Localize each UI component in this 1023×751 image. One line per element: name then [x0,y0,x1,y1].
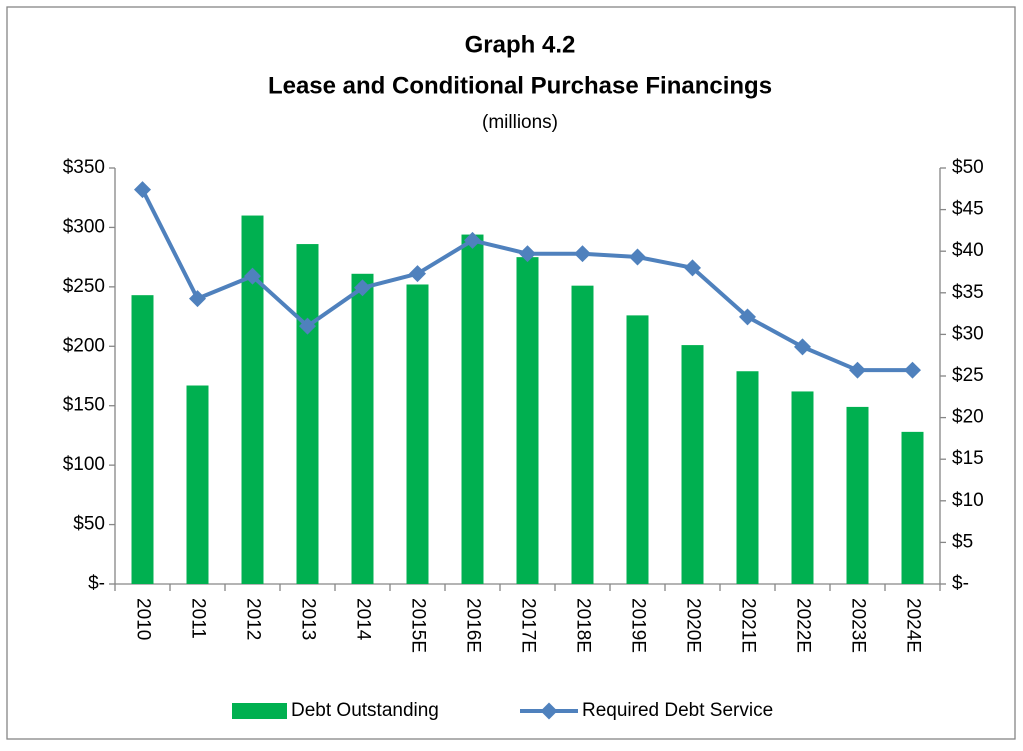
x-tick-label: 2020E [682,598,703,653]
marker [739,308,756,326]
y2-tick-label: $- [952,573,969,594]
bar [846,406,869,584]
legend-swatch [232,703,287,719]
marker [409,265,426,283]
bar [791,391,814,584]
y-tick-label: $200 [63,335,105,356]
x-tick-label: 2013 [297,598,318,640]
bar [131,295,154,584]
x-tick-label: 2023E [847,598,868,653]
y-tick-label: $250 [63,276,105,297]
bar [351,273,374,584]
legend-label: Debt Outstanding [291,700,439,721]
bar [241,215,264,585]
marker [629,248,646,266]
marker [189,290,206,308]
bar [296,244,319,584]
legend-swatch [540,702,558,720]
bar [681,345,704,584]
x-tick-label: 2022E [792,598,813,653]
bar [571,285,594,584]
x-tick-label: 2019E [627,598,648,653]
y2-tick-label: $20 [952,407,984,428]
marker [244,267,261,285]
y2-tick-label: $30 [952,323,984,344]
bar [626,315,649,584]
unit-note: (millions) [482,112,558,133]
x-tick-label: 2011 [187,598,208,639]
y2-tick-label: $5 [952,531,973,552]
x-tick-label: 2010 [132,598,153,640]
y-tick-label: $350 [63,157,105,178]
y-tick-label: $150 [63,395,105,416]
chart-title: Graph 4.2 [465,31,576,58]
marker [574,245,591,263]
marker [299,317,316,335]
x-tick-label: 2018E [572,598,593,653]
x-tick-label: 2015E [407,598,428,653]
x-tick-label: 2017E [517,598,538,653]
y2-tick-label: $25 [952,365,984,386]
marker [684,259,701,277]
bar [461,234,484,584]
legend-label: Required Debt Service [582,700,773,721]
marker [519,245,536,263]
marker [354,279,371,297]
y-tick-label: $- [88,573,105,594]
y2-tick-label: $50 [952,157,984,178]
chart-subtitle: Lease and Conditional Purchase Financing… [268,72,772,99]
x-tick-label: 2016E [462,598,483,653]
bar [736,371,759,584]
y-tick-label: $300 [63,216,105,237]
x-tick-label: 2024E [902,598,923,653]
y-tick-label: $50 [73,514,105,535]
y2-tick-label: $35 [952,282,984,303]
marker [849,361,866,379]
y2-tick-label: $10 [952,490,984,511]
chart-frame [6,6,1016,740]
y2-tick-label: $15 [952,448,984,469]
x-tick-label: 2021E [737,598,758,653]
bar [406,284,429,584]
bar [516,257,539,584]
marker [464,231,481,249]
x-tick-label: 2014 [352,598,373,641]
bar [186,385,209,584]
y2-tick-label: $45 [952,199,984,220]
y2-tick-label: $40 [952,240,984,261]
y-tick-label: $100 [63,454,105,475]
marker [794,338,811,356]
marker [904,361,921,379]
bar [901,431,924,584]
x-tick-label: 2012 [242,598,263,640]
marker [134,181,151,199]
